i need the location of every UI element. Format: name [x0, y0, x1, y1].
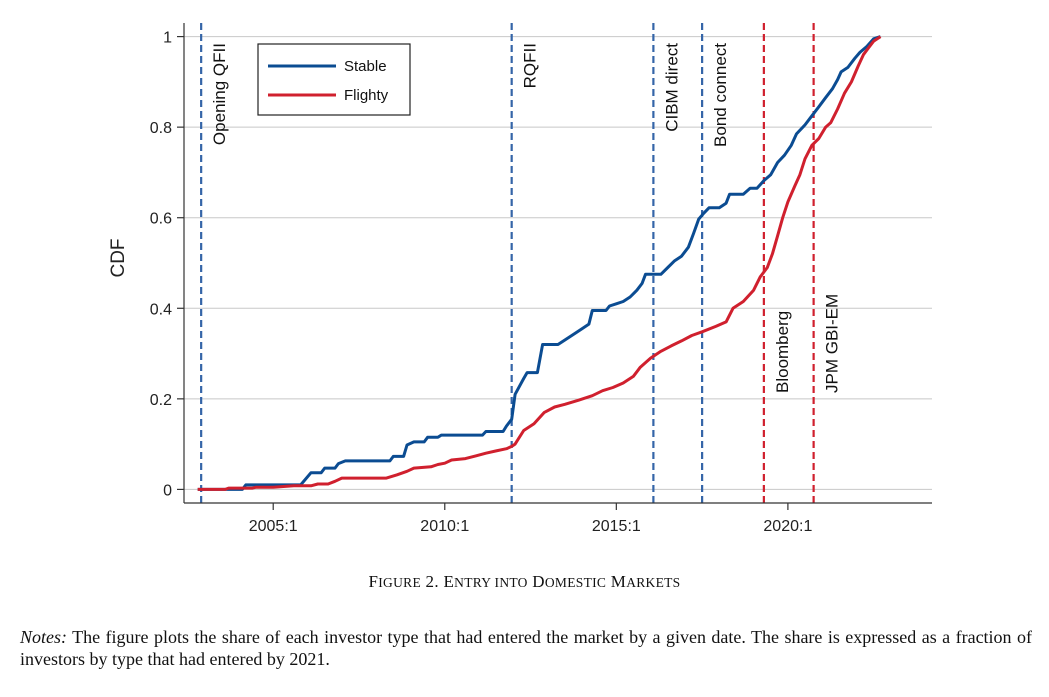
caption-part: M: [606, 572, 627, 591]
series-line-stable: [197, 35, 881, 491]
y-tick-label: 0.4: [150, 301, 172, 318]
y-tick-label: 0: [163, 482, 172, 499]
series-line-flighty: [197, 35, 882, 491]
x-tick-label: 2020:1: [763, 518, 812, 535]
legend-box: [257, 43, 411, 116]
caption-part: 2. E: [421, 572, 455, 591]
legend-label-flighty: Flighty: [344, 87, 389, 104]
event-lines: Opening QFII RQFII CIBM direct Bond connect…: [200, 23, 842, 503]
legend: Stable Flighty: [257, 43, 411, 116]
cdf-chart: Opening QFII RQFII CIBM direct Bond connect…: [108, 23, 932, 535]
event-label: Bond connect: [711, 43, 730, 147]
notes-text: The figure plots the share of each inves…: [20, 627, 1032, 669]
y-tick-label: 1: [163, 30, 172, 47]
axes: 0 0.2 0.4 0.6 0.8 1 2005:1 2010:1 2015:1 2020:1: [150, 23, 932, 535]
caption-part: NTRY INTO: [454, 575, 528, 590]
y-tick-label: 0.6: [150, 211, 172, 228]
caption-part: F: [368, 572, 379, 591]
event-label: JPM GBI-EM: [823, 294, 842, 393]
legend-label-stable: Stable: [344, 58, 387, 75]
series-lines: [197, 35, 882, 491]
figure-caption: FIGURE 2. ENTRY INTO DOMESTIC MARKETS: [0, 572, 1049, 592]
y-axis-label: CDF: [108, 238, 129, 277]
notes-label: Notes:: [20, 627, 67, 647]
y-tick-label: 0.8: [150, 120, 172, 137]
caption-part: D: [527, 572, 545, 591]
caption-part: IGURE: [378, 575, 421, 590]
event-label: Bloomberg: [773, 311, 792, 393]
event-label: RQFII: [521, 43, 540, 88]
gridlines: [184, 36, 932, 490]
caption-part: OMESTIC: [544, 575, 607, 590]
caption-part: ARKETS: [626, 575, 681, 590]
event-label: Opening QFII: [210, 43, 229, 145]
x-tick-label: 2010:1: [420, 518, 469, 535]
x-tick-label: 2015:1: [592, 518, 641, 535]
event-label: CIBM direct: [662, 43, 681, 132]
figure-notes: Notes: The figure plots the share of eac…: [20, 626, 1032, 670]
x-tick-label: 2005:1: [249, 518, 298, 535]
y-tick-label: 0.2: [150, 392, 172, 409]
